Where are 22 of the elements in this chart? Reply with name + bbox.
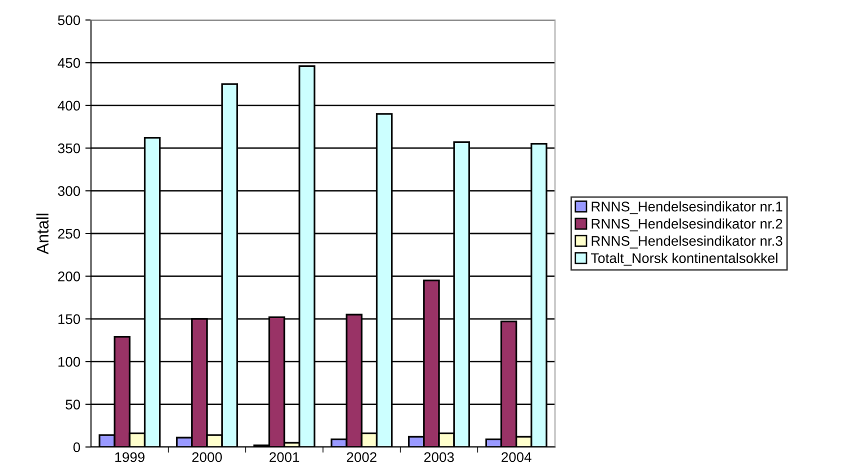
x-tick-label: 2003	[424, 452, 454, 462]
y-tick-label: 350	[58, 143, 80, 154]
y-tick-label: 150	[58, 314, 80, 324]
y-tick-label: 300	[58, 186, 80, 196]
y-tick-label: 0	[73, 442, 80, 452]
y-tick-label: 250	[58, 228, 80, 239]
legend-label: RNNS_Hendelsesindikator nr.1	[592, 201, 782, 214]
x-tick-label: 1999	[115, 452, 144, 462]
y-tick-label: 200	[58, 272, 80, 282]
y-tick-label: 50	[66, 400, 80, 410]
y-tick-label: 500	[58, 15, 80, 26]
y-tick-label: 400	[58, 100, 80, 111]
x-tick-label: 2004	[502, 452, 532, 462]
y-axis-title: Antall	[36, 214, 49, 254]
x-tick-label: 2002	[346, 452, 376, 462]
legend-label: RNNS_Hendelsesindikator nr.3	[592, 236, 782, 248]
legend-label: RNNS_Hendelsesindikator nr.2	[592, 218, 782, 232]
x-tick-label: 2000	[192, 452, 222, 462]
y-tick-label: 450	[58, 58, 80, 68]
y-tick-label: 100	[58, 356, 80, 367]
x-tick-label: 2001	[270, 452, 300, 462]
legend-label: Totalt_Norsk kontinentalsokkel	[590, 252, 778, 266]
